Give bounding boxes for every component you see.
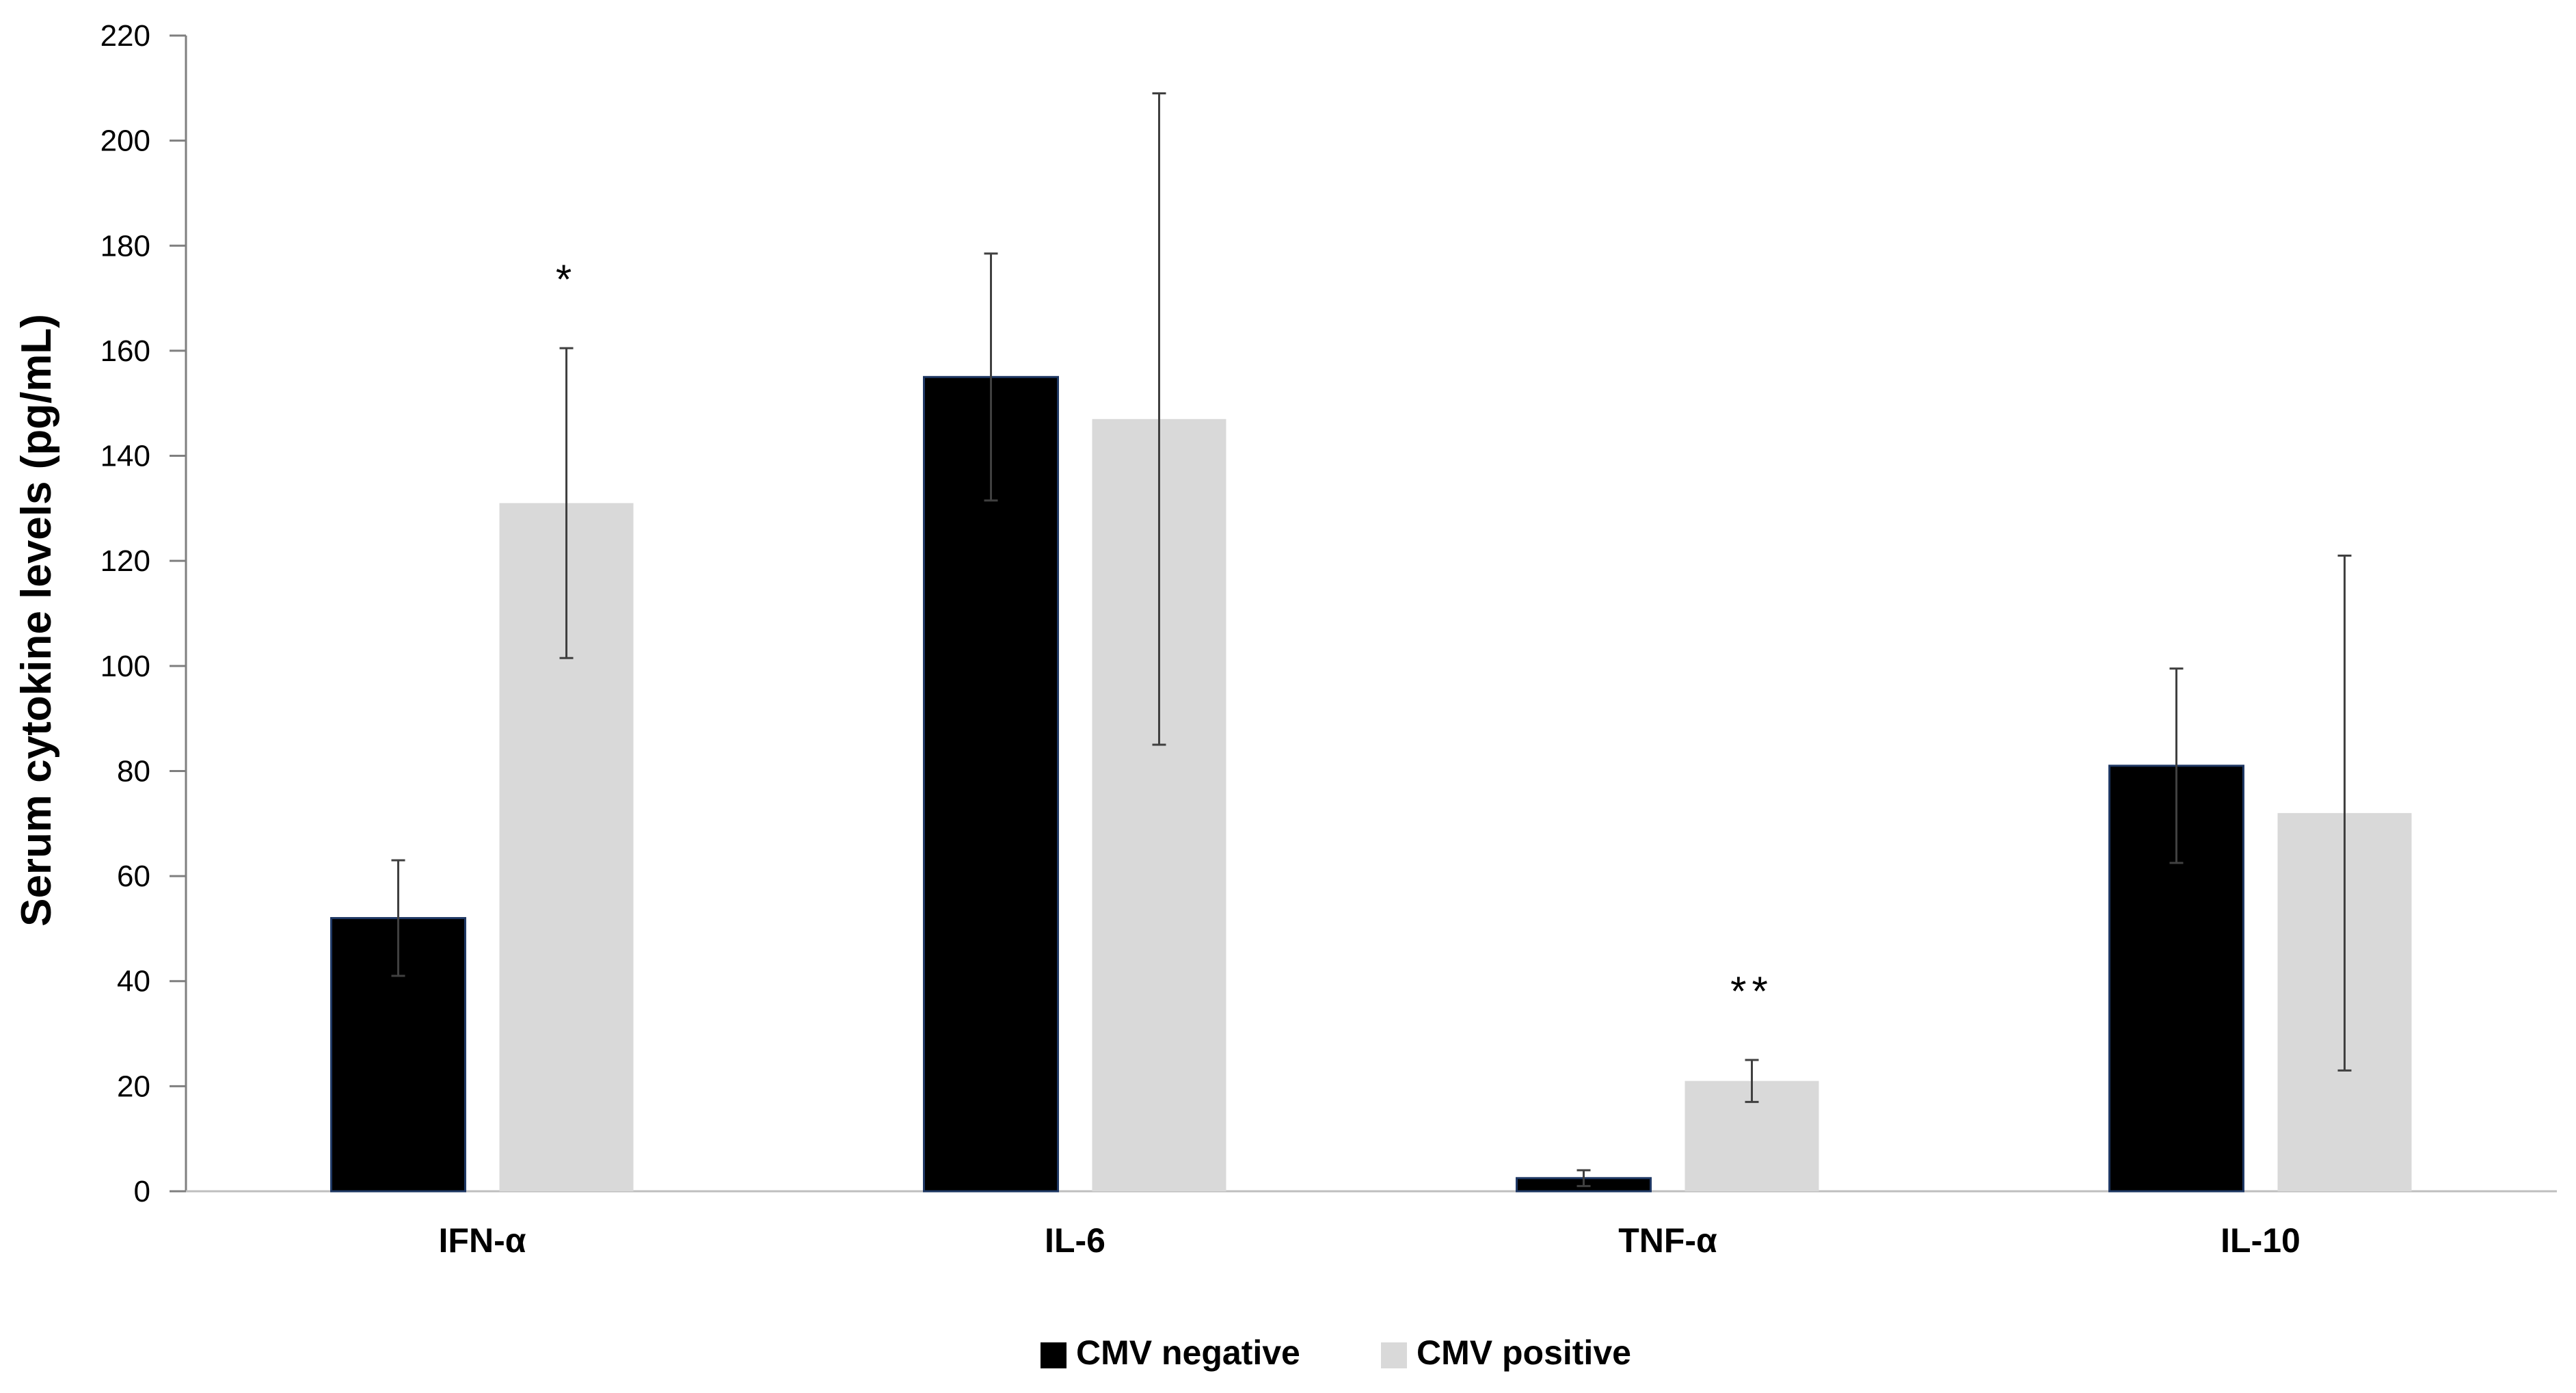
y-tick-label: 20 [117,1070,150,1103]
x-category-label: IFN-α [439,1221,526,1260]
y-tick-label: 120 [100,544,150,578]
bar-cmv-negative [2108,765,2244,1193]
legend-swatch-cmv-negative [1041,1342,1066,1368]
x-axis: IFN-α IL-6 TNF-α IL-10 [186,1190,2557,1260]
bars [330,375,2412,1193]
y-tick-label: 0 [134,1175,150,1208]
significance-marker: ** [1730,968,1773,1014]
legend-swatch-cmv-positive [1381,1342,1407,1368]
y-tick-label: 220 [100,19,150,53]
y-tick-label: 100 [100,650,150,683]
x-category-label: TNF-α [1618,1221,1717,1260]
legend: CMV negative CMV positive [1041,1334,1631,1372]
x-category-label: IL-6 [1045,1221,1105,1260]
error-bars [391,92,2352,1187]
y-axis-title-group: Serum cytokine levels (pg/mL) [13,314,60,927]
y-tick-label: 200 [100,124,150,158]
significance-marker: * [556,256,577,302]
y-axis: 0 20 40 60 80 100 120 140 160 180 200 220 [100,19,187,1208]
y-tick-label: 160 [100,334,150,368]
y-tick-label: 60 [117,860,150,893]
y-tick-label: 140 [100,440,150,473]
legend-label: CMV negative [1076,1334,1300,1372]
y-tick-label: 180 [100,229,150,263]
y-tick-label: 40 [117,965,150,998]
legend-label: CMV positive [1417,1334,1631,1372]
significance-annotations: *** [556,256,1773,1014]
y-tick-label: 80 [117,754,150,788]
x-category-label: IL-10 [2221,1221,2300,1260]
bar-cmv-negative [923,375,1059,1193]
y-axis-title: Serum cytokine levels (pg/mL) [13,314,60,927]
